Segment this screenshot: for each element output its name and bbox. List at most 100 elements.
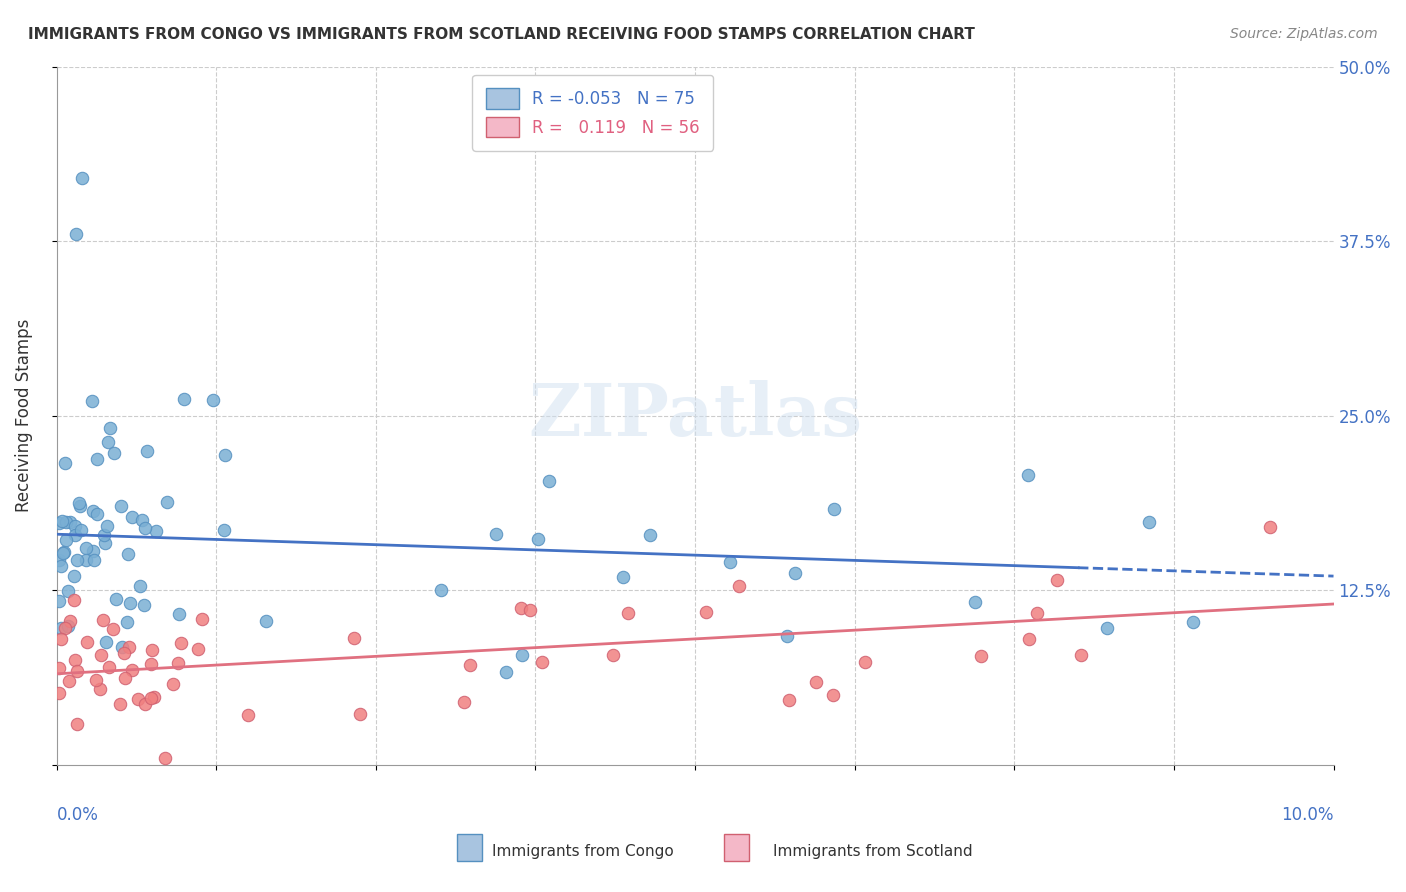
Point (76, 635, 98, 649)
Point (530, 655, 553, 669)
Point (1070, 648, 1092, 662)
Point (1095, 621, 1118, 635)
Point (187, 641, 209, 656)
Point (1182, 615, 1205, 629)
Point (538, 474, 561, 488)
Point (806, 674, 828, 689)
Point (727, 579, 749, 593)
Point (90, 648, 112, 663)
Point (167, 656, 190, 670)
Point (86, 508, 108, 522)
Point (776, 629, 799, 643)
Point (80, 394, 103, 409)
Point (162, 677, 184, 691)
Text: ZIPatlas: ZIPatlas (529, 380, 862, 451)
Point (93, 527, 115, 541)
Point (127, 692, 149, 706)
Point (118, 596, 141, 610)
Point (121, 663, 143, 677)
Point (75, 541, 97, 555)
Point (131, 513, 153, 527)
Point (114, 671, 136, 685)
Point (83, 553, 105, 567)
Point (718, 555, 741, 569)
Point (167, 607, 190, 622)
Point (91, 613, 114, 627)
Point (51, 621, 73, 635)
Text: Source: ZipAtlas.com: Source: ZipAtlas.com (1230, 27, 1378, 41)
Point (52, 546, 75, 560)
Point (63, 519, 86, 533)
Y-axis label: Receiving Food Stamps: Receiving Food Stamps (15, 318, 32, 512)
Point (695, 605, 717, 619)
Point (202, 392, 225, 407)
Point (67, 496, 90, 510)
Point (53, 621, 76, 635)
Point (103, 622, 125, 636)
Point (94, 536, 117, 550)
Point (104, 591, 127, 606)
Point (783, 566, 806, 581)
Point (49, 632, 72, 646)
Point (143, 690, 166, 705)
Point (55, 533, 77, 548)
Point (254, 614, 277, 628)
Point (129, 579, 152, 593)
Point (485, 527, 508, 541)
Point (155, 495, 177, 509)
Point (82, 544, 104, 558)
Point (63, 568, 86, 582)
Point (510, 648, 533, 662)
Point (48, 553, 70, 567)
Point (527, 532, 550, 546)
Point (111, 640, 134, 655)
Point (1017, 467, 1039, 482)
Point (640, 528, 662, 542)
Point (134, 520, 156, 534)
Point (51, 514, 73, 528)
Point (121, 510, 143, 524)
Point (612, 570, 634, 584)
Point (63, 528, 86, 542)
Text: Immigrants from Scotland: Immigrants from Scotland (773, 845, 973, 859)
Point (48, 516, 70, 530)
Point (65, 653, 87, 667)
Point (495, 665, 517, 680)
Point (98, 660, 121, 674)
Point (602, 648, 624, 662)
Point (118, 640, 141, 655)
Point (66, 717, 89, 731)
Point (139, 657, 162, 671)
Point (214, 523, 236, 537)
Point (58, 674, 80, 689)
Point (853, 656, 876, 670)
Point (59, 515, 82, 529)
Point (1046, 573, 1069, 587)
Point (145, 524, 167, 539)
Point (214, 448, 236, 462)
Point (65, 227, 87, 241)
Point (970, 649, 993, 664)
Text: IMMIGRANTS FROM CONGO VS IMMIGRANTS FROM SCOTLAND RECEIVING FOOD STAMPS CORRELAT: IMMIGRANTS FROM CONGO VS IMMIGRANTS FROM… (28, 27, 974, 42)
Point (963, 595, 986, 609)
Point (519, 603, 541, 617)
Point (94, 635, 117, 649)
Point (823, 688, 845, 702)
Point (56, 619, 79, 633)
Point (51, 558, 73, 573)
Point (56, 584, 79, 599)
Point (134, 697, 156, 711)
Point (141, 643, 163, 657)
Point (132, 599, 155, 613)
Text: 0.0%: 0.0% (56, 806, 98, 824)
Point (430, 583, 453, 598)
Point (1018, 632, 1040, 647)
Point (170, 636, 193, 650)
Point (55, 515, 77, 529)
Point (97, 434, 120, 449)
Text: 10.0%: 10.0% (1281, 806, 1333, 824)
Point (617, 606, 640, 620)
Point (778, 693, 800, 707)
Text: Immigrants from Congo: Immigrants from Congo (492, 845, 673, 859)
Point (96, 519, 118, 533)
